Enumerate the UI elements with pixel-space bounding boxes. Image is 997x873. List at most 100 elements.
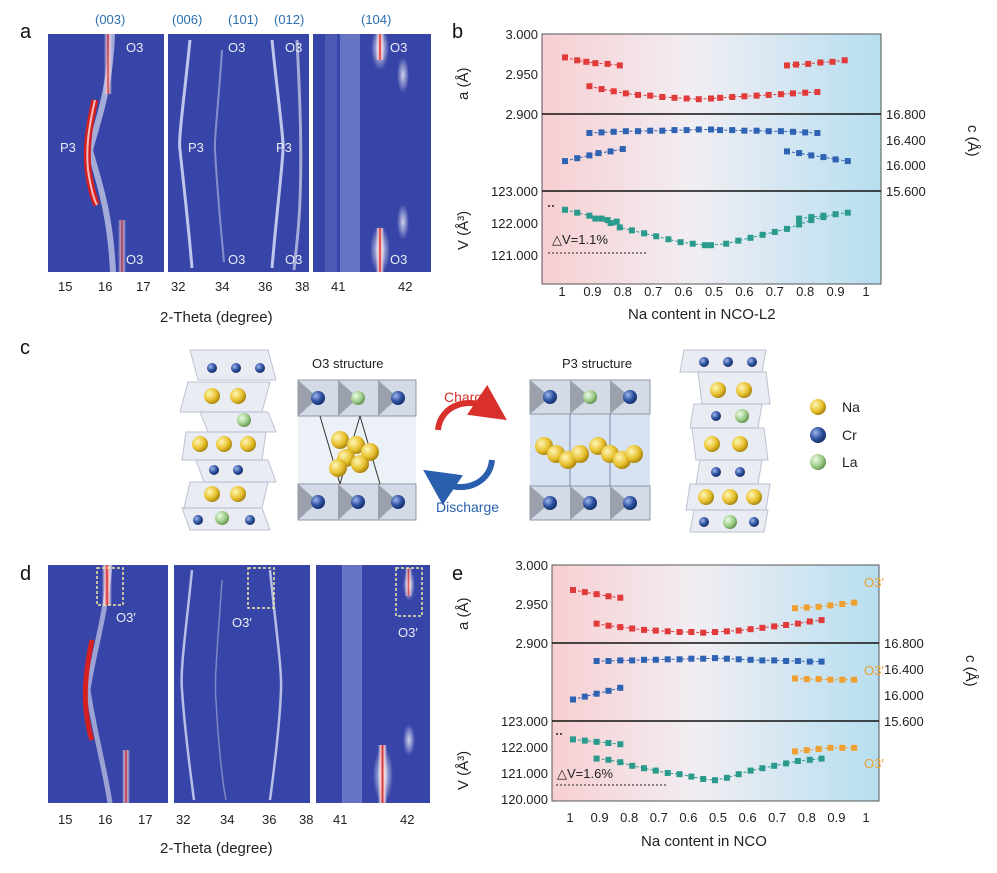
panel-b-x-tick: 0.5 bbox=[705, 284, 723, 299]
panel-e-point-a bbox=[605, 593, 612, 600]
panel-b-point-a bbox=[793, 61, 800, 68]
panel-b-point-v bbox=[808, 214, 815, 221]
panel-b-point-c bbox=[753, 127, 760, 134]
panel-b-x-tick: 1 bbox=[558, 284, 565, 299]
panel-b-point-c bbox=[659, 127, 666, 134]
panel-b-point-a bbox=[753, 92, 760, 99]
panel-b-point-v bbox=[665, 236, 672, 243]
panel-b-point-c bbox=[574, 155, 581, 162]
panel-e-x-ticks: 1 0.9 0.8 0.7 0.6 0.5 0.6 0.7 0.8 0.9 1 bbox=[566, 810, 869, 825]
panel-b-point-v bbox=[796, 215, 803, 222]
panel-e-o3p-v: O3′ bbox=[864, 756, 884, 771]
panel-e-point-v bbox=[839, 744, 846, 751]
tick-b-v-123000: 123.000 bbox=[491, 184, 538, 199]
d2-o3-highlight-box bbox=[247, 567, 275, 609]
tick-e-c-16400: 16.400 bbox=[884, 662, 924, 677]
panel-d-xrd-maps bbox=[48, 564, 430, 804]
p3-structure bbox=[529, 379, 651, 521]
hkl-003: (003) bbox=[95, 12, 125, 27]
panel-e-series-v-line bbox=[572, 738, 621, 745]
xrd-map-d2 bbox=[174, 565, 310, 803]
panel-e-point-a bbox=[803, 604, 810, 611]
panel-b-point-v bbox=[592, 215, 599, 222]
tick-a2-34: 34 bbox=[215, 279, 229, 294]
panel-e-point-c bbox=[747, 656, 754, 663]
panel-b-series-c-line bbox=[589, 129, 818, 134]
panel-b-point-c bbox=[844, 158, 851, 165]
hkl-012: (012) bbox=[274, 12, 304, 27]
phase-o3p-d1: O3′ bbox=[116, 610, 136, 625]
panel-e-point-v bbox=[792, 748, 798, 755]
panel-b-point-c bbox=[796, 150, 803, 157]
panel-e-point-a bbox=[839, 601, 846, 607]
panel-b-point-v bbox=[616, 224, 623, 231]
tick-d2-32: 32 bbox=[176, 812, 190, 827]
panel-e-point-v bbox=[771, 762, 778, 769]
panel-b-point-v bbox=[784, 225, 790, 232]
panel-b-point-c bbox=[777, 128, 784, 135]
panel-b-point-a bbox=[829, 58, 836, 65]
panel-b-x-tick: 0.8 bbox=[796, 284, 814, 299]
panel-b-point-c bbox=[598, 129, 605, 136]
panel-b-point-c bbox=[814, 130, 821, 136]
o3-side-stack bbox=[179, 349, 277, 531]
panel-e-point-a bbox=[700, 629, 707, 636]
panel-e-point-v bbox=[617, 741, 624, 748]
panel-b-point-a bbox=[841, 57, 848, 64]
panel-e-x-tick: 0.7 bbox=[768, 810, 786, 825]
panel-b-point-c bbox=[808, 152, 815, 159]
panel-b-point-a bbox=[814, 89, 821, 95]
panel-a-phase-labels: O3 P3 O3 O3 O3 P3 P3 O3 O3 O3 O3 bbox=[60, 40, 407, 267]
panel-e-point-v bbox=[806, 756, 813, 763]
tick-b-c-16000: 16.000 bbox=[886, 158, 926, 173]
tick-a1-15: 15 bbox=[58, 279, 72, 294]
panel-e-point-a bbox=[792, 605, 798, 612]
panel-e-point-c bbox=[806, 658, 813, 665]
phase-o3-a2-bottom-left: O3 bbox=[228, 252, 245, 267]
panel-e-point-v bbox=[747, 767, 754, 774]
panel-b-plot: △V=1.1% bbox=[541, 33, 882, 285]
panel-e-point-c bbox=[839, 676, 846, 683]
panel-e-point-a bbox=[688, 629, 695, 635]
panel-e-point-v bbox=[735, 771, 742, 778]
panel-e-xlabel: Na content in NCO bbox=[641, 833, 767, 850]
panel-e-o3p-c: O3′ bbox=[864, 663, 884, 678]
panel-e-point-c bbox=[735, 656, 742, 663]
hkl-006: (006) bbox=[172, 12, 202, 27]
panel-b-point-a bbox=[717, 94, 724, 101]
panel-e-point-v bbox=[712, 777, 718, 784]
panel-e-x-tick: 0.9 bbox=[591, 810, 609, 825]
panel-e-point-v bbox=[605, 740, 612, 746]
panel-b-point-a bbox=[784, 62, 790, 69]
panel-e-point-c bbox=[676, 656, 683, 663]
panel-e-point-a bbox=[735, 627, 742, 634]
panel-e-point-c bbox=[593, 690, 600, 697]
panel-b-point-a bbox=[610, 88, 617, 95]
panel-b-point-a bbox=[695, 96, 702, 103]
tick-d1-16: 16 bbox=[98, 812, 112, 827]
tick-a1-17: 17 bbox=[136, 279, 150, 294]
panel-b-point-c bbox=[619, 146, 626, 152]
panel-e-point-v bbox=[617, 759, 624, 766]
panel-b-point-a bbox=[574, 57, 581, 64]
panel-e-point-v bbox=[664, 770, 671, 776]
tick-d3-41: 41 bbox=[333, 812, 347, 827]
phase-p3-a2-left: P3 bbox=[188, 140, 204, 155]
panel-e-point-a bbox=[815, 603, 822, 610]
panel-b-x-tick: 0.7 bbox=[644, 284, 662, 299]
panel-e-point-a bbox=[605, 622, 612, 629]
phase-o3-a3-top: O3 bbox=[390, 40, 407, 55]
panel-b-point-c bbox=[802, 129, 809, 136]
panel-b-point-v bbox=[723, 240, 730, 247]
panel-e-point-a bbox=[581, 589, 588, 596]
panel-b-point-v bbox=[598, 215, 605, 222]
tick-b-c-16800: 16.800 bbox=[886, 107, 926, 122]
panel-b-ylabel-a: a (Å) bbox=[455, 67, 472, 100]
panel-e-point-c bbox=[688, 655, 695, 662]
panel-e-point-a bbox=[641, 626, 647, 633]
panel-b-delta-label: △V=1.1% bbox=[552, 232, 608, 247]
panel-b-label: b bbox=[452, 21, 463, 43]
phase-o3-a1-top: O3 bbox=[126, 40, 143, 55]
panel-b-point-a bbox=[583, 58, 590, 65]
